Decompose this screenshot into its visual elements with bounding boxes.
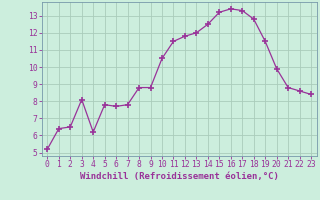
- X-axis label: Windchill (Refroidissement éolien,°C): Windchill (Refroidissement éolien,°C): [80, 172, 279, 181]
